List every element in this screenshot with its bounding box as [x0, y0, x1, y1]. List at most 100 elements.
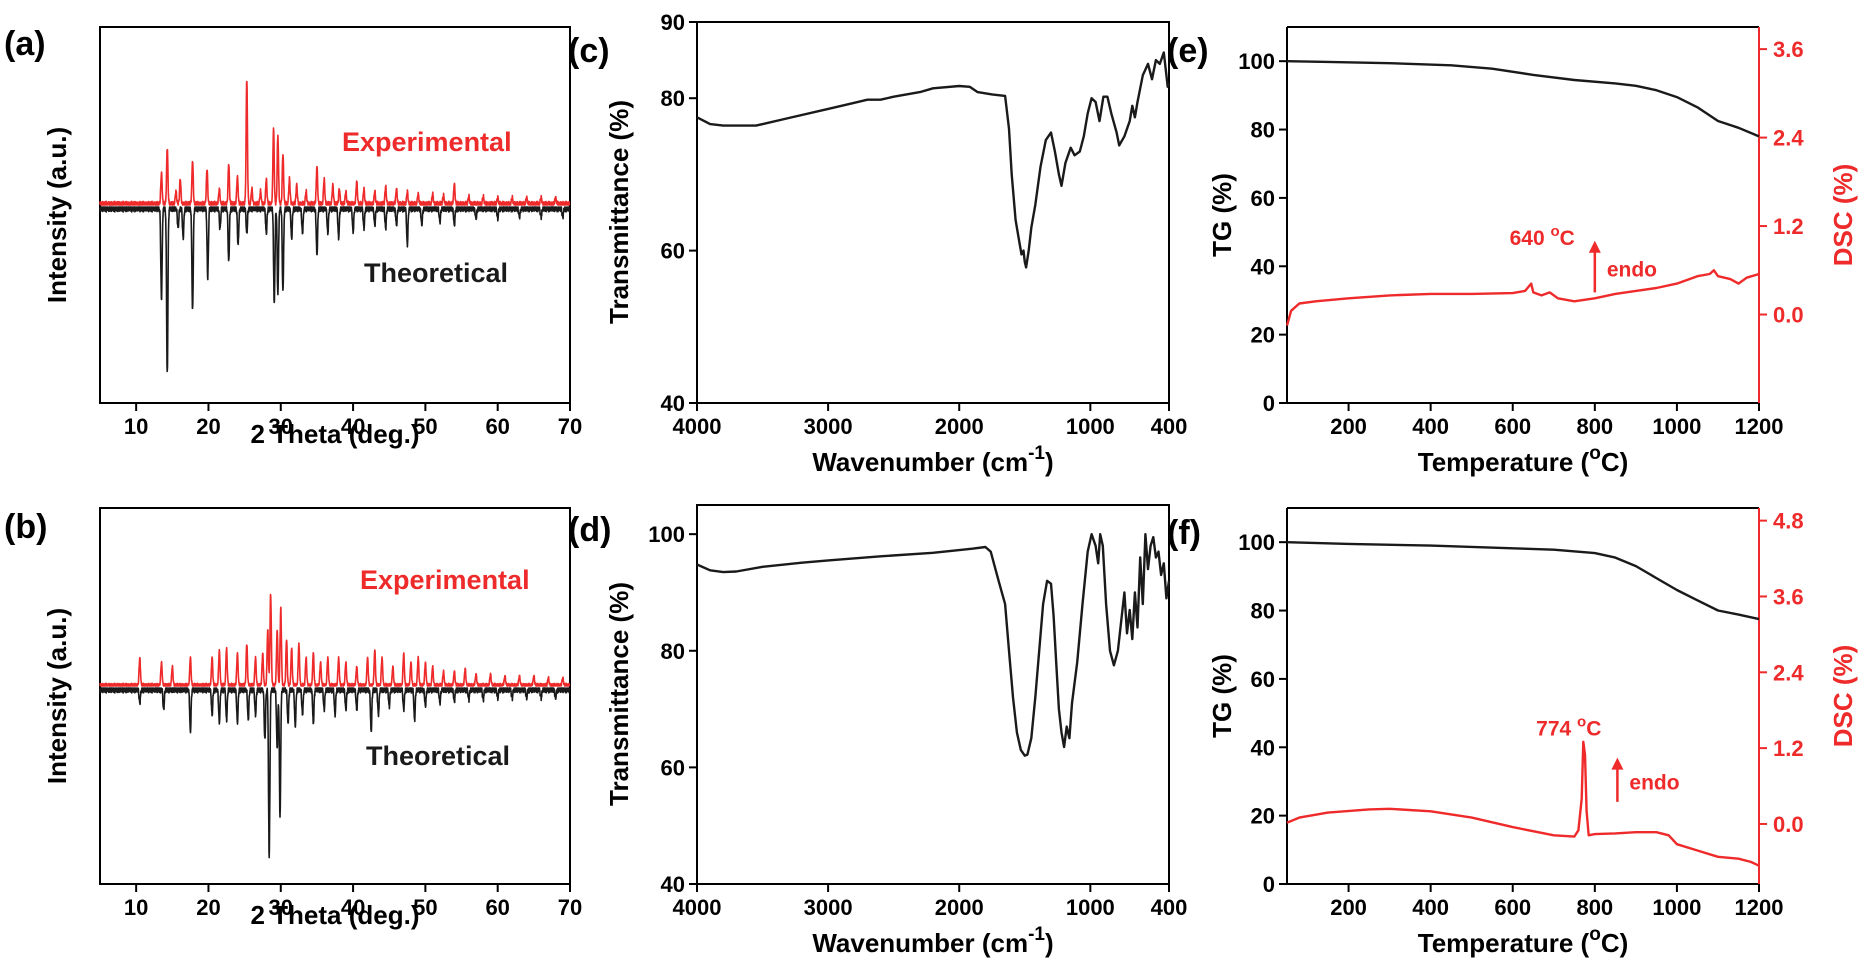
- x-axis-title-c-sup: -1: [1028, 443, 1045, 464]
- legend-theoretical-b: Theoretical: [366, 741, 510, 771]
- series-group-b: [99, 593, 571, 859]
- x-tick-label: 4000: [673, 414, 722, 439]
- series-line-e-1: [1285, 269, 1760, 326]
- x-tick-label: 400: [1151, 895, 1188, 920]
- x-ticks-c: 4000 3000 2000 1000 400: [673, 403, 1188, 439]
- y-axis-title-f: TG (%): [1207, 654, 1237, 738]
- x-tick-label: 1000: [1652, 895, 1701, 920]
- y-tick-label: 100: [1238, 49, 1275, 74]
- x-tick-label: 4000: [673, 895, 722, 920]
- x-tick-label: 2000: [935, 414, 984, 439]
- y-ticks-d: 40 60 80 100: [648, 522, 697, 897]
- x-axis-title-f: Temperature (oC): [1418, 924, 1629, 958]
- x-tick-label: 1200: [1735, 895, 1784, 920]
- y-tick-label: 60: [1251, 186, 1275, 211]
- x-ticks-d: 4000 3000 2000 1000 400: [673, 884, 1188, 920]
- y2-tick-label: 0.0: [1773, 812, 1804, 837]
- series-line-d-0: [696, 533, 1171, 757]
- x-tick-label: 50: [413, 895, 437, 920]
- series-line-b-1: [99, 687, 571, 859]
- y-axis-title-e: TG (%): [1207, 173, 1237, 257]
- series-line-a-1: [99, 206, 571, 373]
- x-tick-label: 800: [1576, 895, 1613, 920]
- endo-label: endo: [1607, 259, 1657, 282]
- y-tick-label: 0: [1263, 391, 1275, 416]
- series-line-f-0: [1286, 541, 1760, 621]
- panel-label-b: (b): [4, 508, 47, 546]
- x-tick-label: 30: [269, 414, 293, 439]
- panel-e: (e) 200 400 600 800 1000 1200 0 20 40 60 80 100 0.…: [1167, 26, 1858, 477]
- series-group-d: [696, 533, 1171, 757]
- y2-tick-label: 1.2: [1773, 214, 1804, 239]
- y-tick-label: 80: [661, 86, 685, 111]
- y-tick-label: 20: [1251, 804, 1275, 829]
- x-ticks-f: 200 400 600 800 1000 1200: [1330, 884, 1783, 920]
- legend-theoretical-a: Theoretical: [364, 258, 508, 288]
- y-tick-label: 60: [1251, 667, 1275, 692]
- series-group-f: [1286, 541, 1760, 867]
- series-line-b-0: [99, 593, 571, 687]
- x-axis-title-f-sup: o: [1589, 924, 1601, 945]
- y-tick-label: 40: [1251, 735, 1275, 760]
- y-tick-label: 60: [661, 239, 685, 264]
- y2-tick-label: 3.6: [1773, 37, 1804, 62]
- y2-tick-label: 2.4: [1773, 126, 1804, 151]
- y2-axis-title-e: DSC (%): [1828, 164, 1858, 267]
- x-tick-label: 20: [196, 414, 220, 439]
- panel-label-a: (a): [4, 25, 46, 63]
- x-axis-title-c-main: Wavenumber (cm: [812, 447, 1028, 477]
- x-tick-label: 800: [1576, 414, 1613, 439]
- panel-label-e: (e): [1167, 32, 1209, 70]
- y2-tick-label: 0.0: [1773, 303, 1804, 328]
- peak-temperature-value: 640: [1510, 227, 1551, 250]
- x-axis-title-b: 2 Theta (deg.): [250, 900, 419, 930]
- x-tick-label: 40: [341, 895, 365, 920]
- x-axis-title-d-main: Wavenumber (cm: [812, 928, 1028, 958]
- annotation-e: endo 640 oC: [1510, 223, 1657, 293]
- y-tick-label: 20: [1251, 323, 1275, 348]
- x-axis-title-a: 2 Theta (deg.): [250, 419, 419, 449]
- y-tick-label: 80: [1251, 118, 1275, 143]
- y-tick-label: 60: [661, 755, 685, 780]
- series-line-a-0: [99, 80, 571, 206]
- endo-arrow-icon: [1611, 757, 1624, 770]
- panel-d: (d) 4000 3000 2000 1000 400 40 60 80 100 Wavenu…: [568, 504, 1188, 958]
- x-ticks-e: 200 400 600 800 1000 1200: [1330, 403, 1783, 439]
- x-axis-title-f-end: C): [1601, 928, 1628, 958]
- x-tick-label: 1000: [1066, 414, 1115, 439]
- x-tick-label: 60: [485, 895, 509, 920]
- series-group-e: [1285, 60, 1760, 326]
- x-ticks-a: 10 20 30 40 50 60 70: [124, 403, 582, 439]
- y-tick-label: 0: [1263, 872, 1275, 897]
- y-axis-title-a: Intensity (a.u.): [42, 127, 72, 303]
- panel-label-c: (c): [568, 32, 610, 70]
- x-tick-label: 1200: [1735, 414, 1784, 439]
- y-tick-label: 40: [1251, 254, 1275, 279]
- y-ticks-c: 40 60 80 90: [661, 10, 697, 416]
- x-tick-label: 10: [124, 895, 148, 920]
- x-tick-label: 200: [1330, 895, 1367, 920]
- endo-arrow-icon: [1588, 240, 1601, 253]
- y-ticks-e: 0 20 40 60 80 100: [1238, 49, 1287, 416]
- panel-label-d: (d): [568, 511, 611, 549]
- plot-frame-c: [696, 21, 1170, 404]
- y2-tick-label: 1.2: [1773, 736, 1804, 761]
- y-tick-label: 40: [661, 872, 685, 897]
- panel-b: (b) 10 20 30 40 50 60 70 Experimental Theoreti…: [4, 507, 582, 930]
- x-tick-label: 400: [1412, 414, 1449, 439]
- y2-tick-label: 4.8: [1773, 509, 1804, 534]
- x-tick-label: 600: [1494, 414, 1531, 439]
- y2-tick-label: 3.6: [1773, 584, 1804, 609]
- x-tick-label: 2000: [935, 895, 984, 920]
- series-line-f-1: [1286, 740, 1760, 867]
- x-tick-label: 20: [196, 895, 220, 920]
- y-tick-label: 100: [1238, 530, 1275, 555]
- x-tick-label: 3000: [804, 895, 853, 920]
- series-group-a: [99, 80, 571, 373]
- y2-ticks-e: 0.0 1.2 2.4 3.6: [1759, 37, 1804, 328]
- x-tick-label: 400: [1151, 414, 1188, 439]
- panel-label-f: (f): [1167, 514, 1201, 552]
- y-tick-label: 40: [661, 391, 685, 416]
- x-tick-label: 400: [1412, 895, 1449, 920]
